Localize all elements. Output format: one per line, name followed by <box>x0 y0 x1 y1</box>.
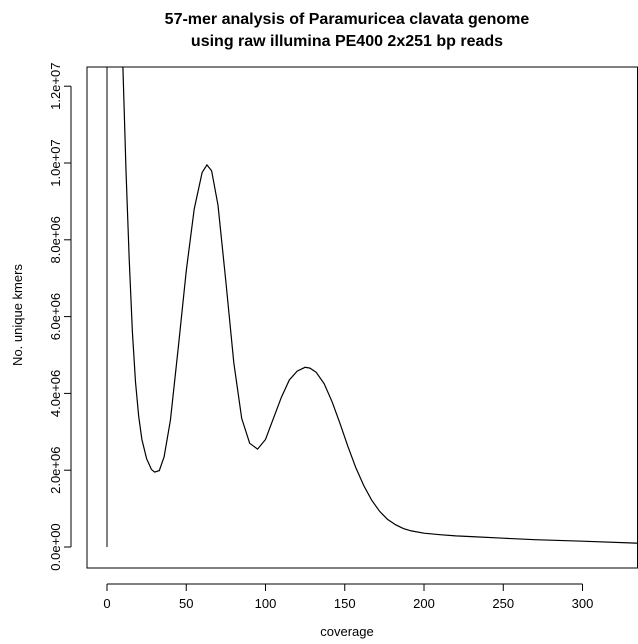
x-axis-label: coverage <box>320 624 373 639</box>
y-tick-label: 4.0e+06 <box>48 370 63 417</box>
y-axis-label: No. unique kmers <box>10 264 25 366</box>
x-tick-label: 150 <box>334 596 356 611</box>
y-tick-label: 6.0e+06 <box>48 293 63 340</box>
x-axis: 0 50 100 150 200 250 300 <box>103 583 594 611</box>
x-tick-label: 0 <box>103 596 110 611</box>
x-tick-label: 250 <box>492 596 514 611</box>
x-tick-label: 200 <box>413 596 435 611</box>
series-line <box>122 66 638 544</box>
y-axis: 0.0e+00 2.0e+06 4.0e+06 6.0e+06 8.0e+06 1.0e+… <box>48 63 72 571</box>
y-tick-label: 8.0e+06 <box>48 216 63 263</box>
x-tick-label: 50 <box>179 596 193 611</box>
y-tick-label: 1.2e+07 <box>48 63 63 110</box>
chart-title: 57-mer analysis of Paramuricea clavata g… <box>165 11 530 28</box>
x-tick-label: 100 <box>255 596 277 611</box>
plot-frame <box>86 66 638 569</box>
y-tick-label: 1.0e+07 <box>48 139 63 186</box>
plot-area <box>86 66 638 569</box>
chart-subtitle: using raw illumina PE400 2x251 bp reads <box>191 33 503 50</box>
x-tick-label: 300 <box>572 596 594 611</box>
y-tick-label: 0.0e+00 <box>48 523 63 570</box>
y-tick-label: 2.0e+06 <box>48 447 63 494</box>
